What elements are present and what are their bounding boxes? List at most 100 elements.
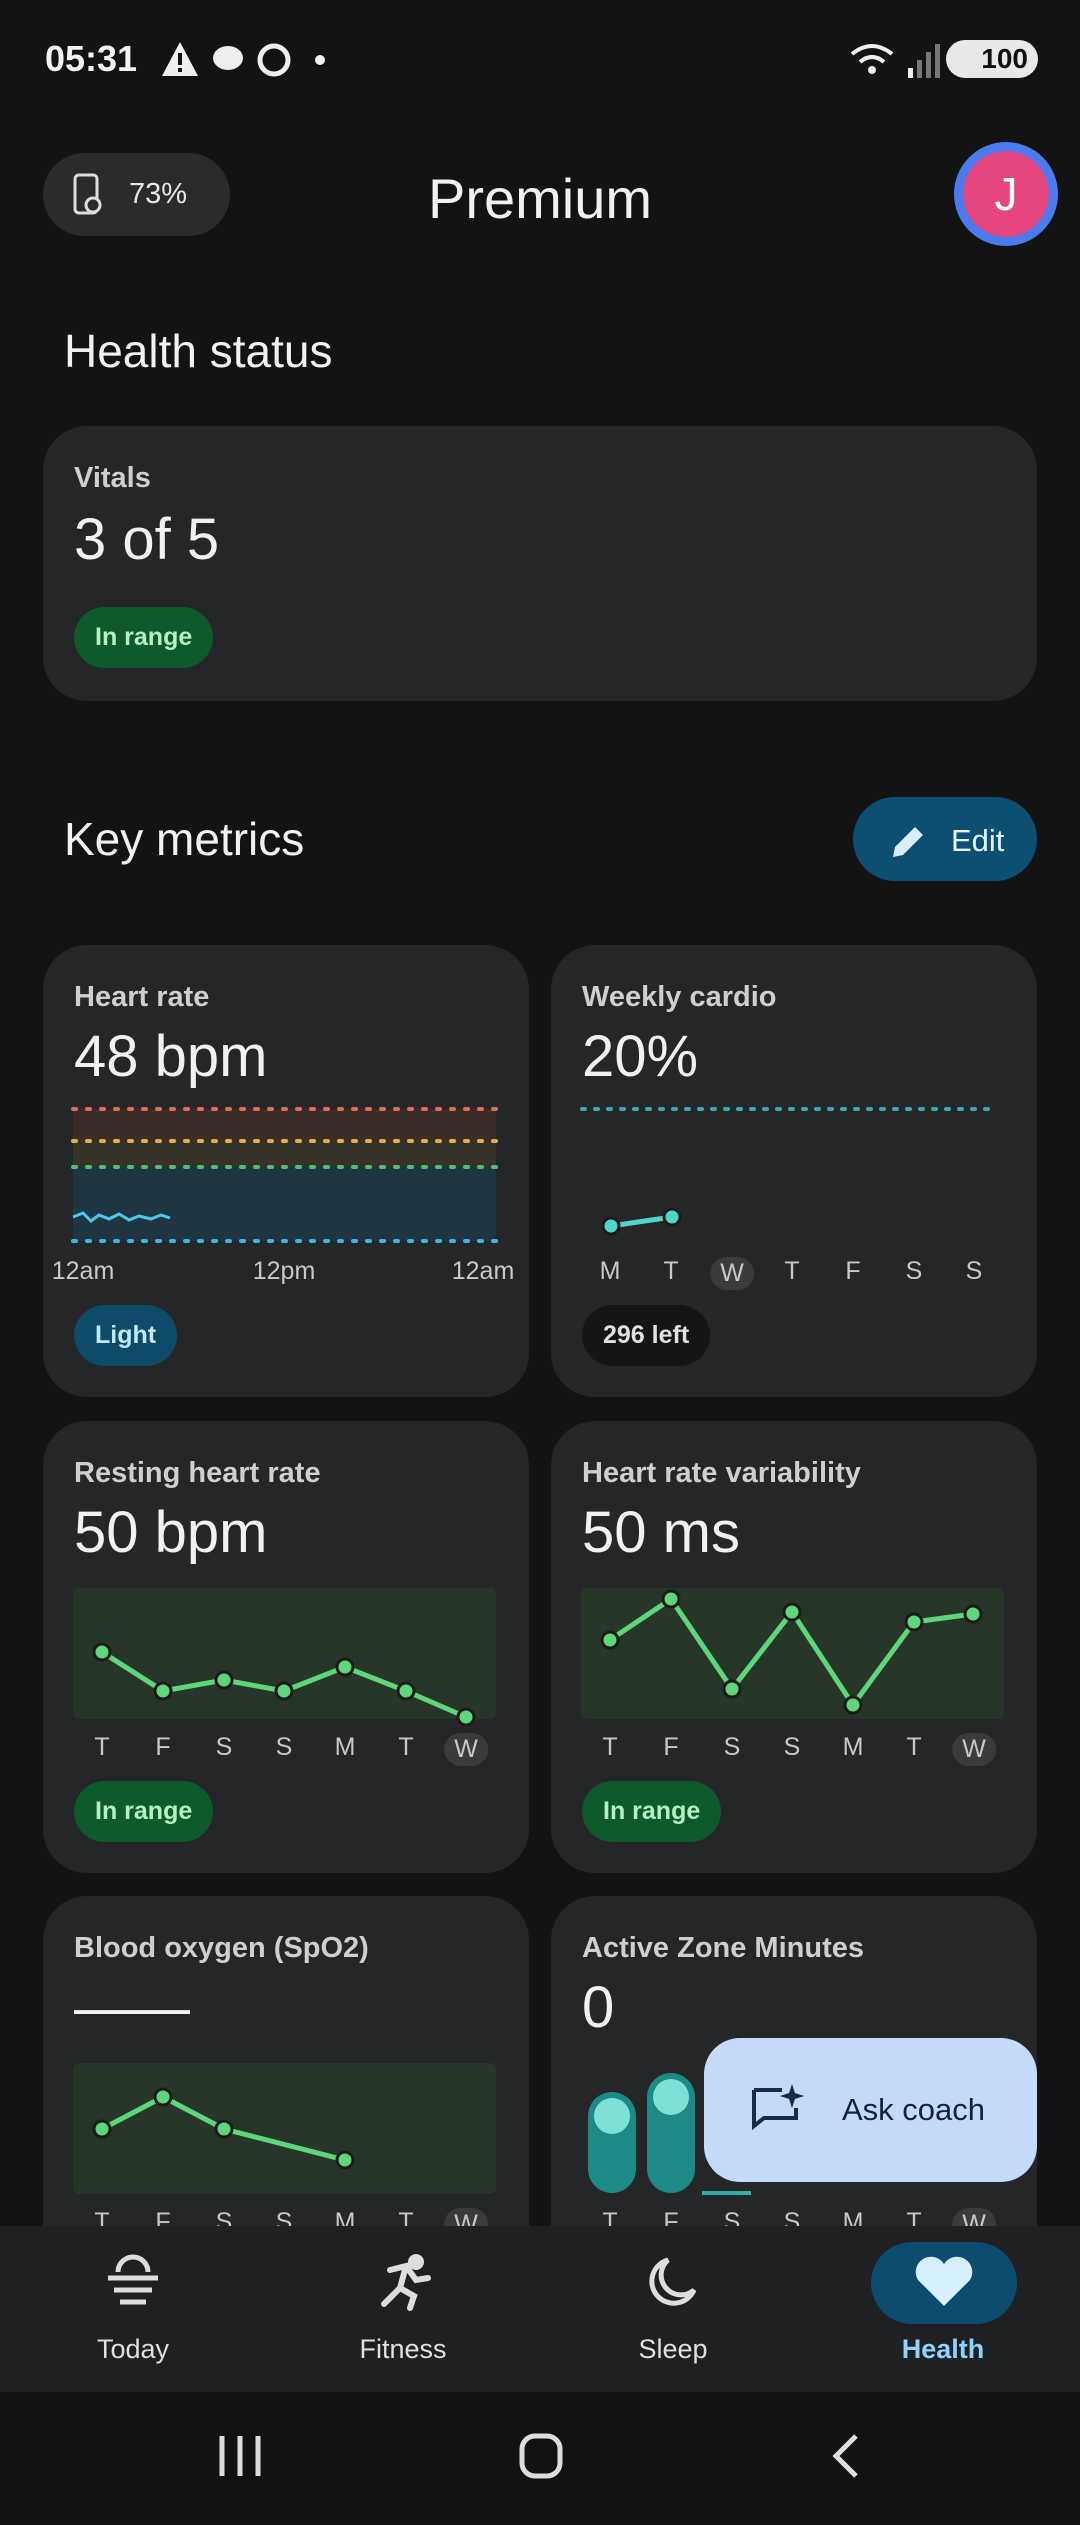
coach-icon bbox=[752, 2084, 804, 2131]
trend-point bbox=[662, 1207, 682, 1227]
axis-label: 12am bbox=[51, 1257, 115, 1285]
nav-label[interactable]: Health bbox=[901, 2334, 985, 2364]
system-nav bbox=[0, 2392, 1080, 2520]
trend-point bbox=[214, 2119, 234, 2139]
trend-point bbox=[782, 1602, 802, 1622]
card-value: 3 of 5 bbox=[74, 507, 220, 572]
card-label: Heart rate bbox=[74, 981, 210, 1013]
card-label: Active Zone Minutes bbox=[582, 1932, 864, 1964]
trend-point bbox=[274, 1681, 294, 1701]
section-title: Health status bbox=[64, 325, 333, 377]
trend-point bbox=[963, 1604, 983, 1624]
axis-label: W bbox=[710, 1257, 754, 1290]
axis-label: T bbox=[94, 1733, 110, 1761]
trend-point bbox=[335, 2150, 355, 2170]
trend-point bbox=[153, 2087, 173, 2107]
axis-label: W bbox=[952, 1733, 996, 1766]
metric-card[interactable]: Weekly cardio 20% M T W T F S S 296 left bbox=[551, 945, 1037, 1397]
zone-band bbox=[73, 1109, 496, 1141]
section-title: Key metrics bbox=[64, 813, 305, 865]
card-value: —— bbox=[74, 1975, 190, 2040]
nav-label[interactable]: Today bbox=[96, 2334, 170, 2364]
pencil-icon bbox=[893, 827, 923, 857]
battery-level: 100 bbox=[981, 43, 1028, 74]
trend-point bbox=[843, 1695, 863, 1715]
card-value: 48 bpm bbox=[74, 1024, 268, 1089]
avatar-initial: J bbox=[963, 151, 1049, 237]
edit-label: Edit bbox=[951, 823, 1005, 858]
axis-label: S bbox=[905, 1257, 923, 1285]
trend-point bbox=[904, 1612, 924, 1632]
mini-chart bbox=[71, 1107, 498, 1243]
card-value: 20% bbox=[582, 1024, 699, 1089]
trend-point bbox=[722, 1679, 742, 1699]
axis-label: F bbox=[663, 1733, 679, 1761]
nav-icons bbox=[108, 2254, 973, 2311]
azm-badge bbox=[653, 2079, 689, 2115]
axis-label: F bbox=[845, 1257, 861, 1285]
edit-button[interactable]: Edit bbox=[853, 797, 1037, 881]
axis-label: S bbox=[215, 1733, 233, 1761]
axis-label: T bbox=[663, 1257, 679, 1285]
signal-icons bbox=[850, 44, 940, 78]
zone-band bbox=[73, 1141, 496, 1167]
axis-label: T bbox=[398, 1733, 414, 1761]
watch-battery: 73% bbox=[129, 178, 188, 210]
metric-chip: 296 left bbox=[582, 1305, 711, 1366]
trend-line bbox=[100, 2094, 346, 2163]
trend-point bbox=[396, 1681, 416, 1701]
nav-label[interactable]: Sleep bbox=[638, 2334, 708, 2364]
avatar[interactable]: J bbox=[954, 142, 1058, 246]
trend-point bbox=[92, 2119, 112, 2139]
trend-line bbox=[610, 1214, 673, 1229]
mini-chart bbox=[588, 2073, 751, 2195]
trend-point bbox=[661, 1589, 681, 1609]
ask-coach-button[interactable]: Ask coach bbox=[704, 2038, 1037, 2182]
axis-label: T bbox=[784, 1257, 800, 1285]
mini-chart bbox=[581, 1588, 1004, 1719]
metric-card[interactable]: Resting heart rate 50 bpm T F S S M T W In range bbox=[43, 1421, 529, 1873]
card-label: Blood oxygen (SpO2) bbox=[74, 1932, 369, 1964]
mini-chart bbox=[73, 2063, 496, 2194]
metric-chip: In range bbox=[74, 1781, 214, 1842]
trend-point bbox=[600, 1630, 620, 1650]
trend-point bbox=[214, 1670, 234, 1690]
trend-point bbox=[335, 1657, 355, 1677]
watch-icon bbox=[73, 173, 102, 215]
trend-point bbox=[92, 1642, 112, 1662]
card-value: 0 bbox=[582, 1975, 615, 2040]
metric-card[interactable]: Heart rate variability 50 ms T F S S M T W In ran… bbox=[551, 1421, 1037, 1873]
metric-chip: In range bbox=[582, 1781, 722, 1842]
trend-point bbox=[153, 1681, 173, 1701]
axis-label: S bbox=[275, 1733, 293, 1761]
battery-indicator: 100 bbox=[946, 40, 1038, 78]
axis-label: F bbox=[155, 1733, 171, 1761]
card-label: Weekly cardio bbox=[582, 981, 777, 1013]
nav-label[interactable]: Fitness bbox=[359, 2334, 447, 2364]
card-value: 50 bpm bbox=[74, 1500, 268, 1565]
status-icons bbox=[162, 42, 325, 77]
axis-label: S bbox=[965, 1257, 983, 1285]
axis-label: M bbox=[599, 1257, 621, 1285]
vitals-card[interactable]: Vitals 3 of 5 In range bbox=[43, 426, 1037, 701]
mini-chart bbox=[580, 1107, 998, 1236]
trend-point bbox=[601, 1216, 621, 1236]
zone-band bbox=[73, 1167, 496, 1241]
watch-battery-pill[interactable]: 73% bbox=[43, 153, 230, 236]
status-time: 05:31 bbox=[45, 38, 138, 79]
status-chip: In range bbox=[74, 607, 214, 668]
axis-label: W bbox=[444, 1733, 488, 1766]
system-nav-icons bbox=[219, 2433, 858, 2479]
axis-label: T bbox=[906, 1733, 922, 1761]
metric-chip: Light bbox=[74, 1305, 178, 1366]
axis-label: S bbox=[783, 1733, 801, 1761]
axis-label: S bbox=[723, 1733, 741, 1761]
axis-label: 12pm bbox=[252, 1257, 316, 1285]
axis-label: 12am bbox=[451, 1257, 515, 1285]
metric-card[interactable]: Heart rate 48 bpm 12am 12pm 12am Light bbox=[43, 945, 529, 1397]
range-band bbox=[73, 2063, 496, 2194]
card-value: 50 ms bbox=[582, 1500, 740, 1565]
card-label: Heart rate variability bbox=[582, 1457, 861, 1489]
trend-point bbox=[456, 1707, 476, 1727]
